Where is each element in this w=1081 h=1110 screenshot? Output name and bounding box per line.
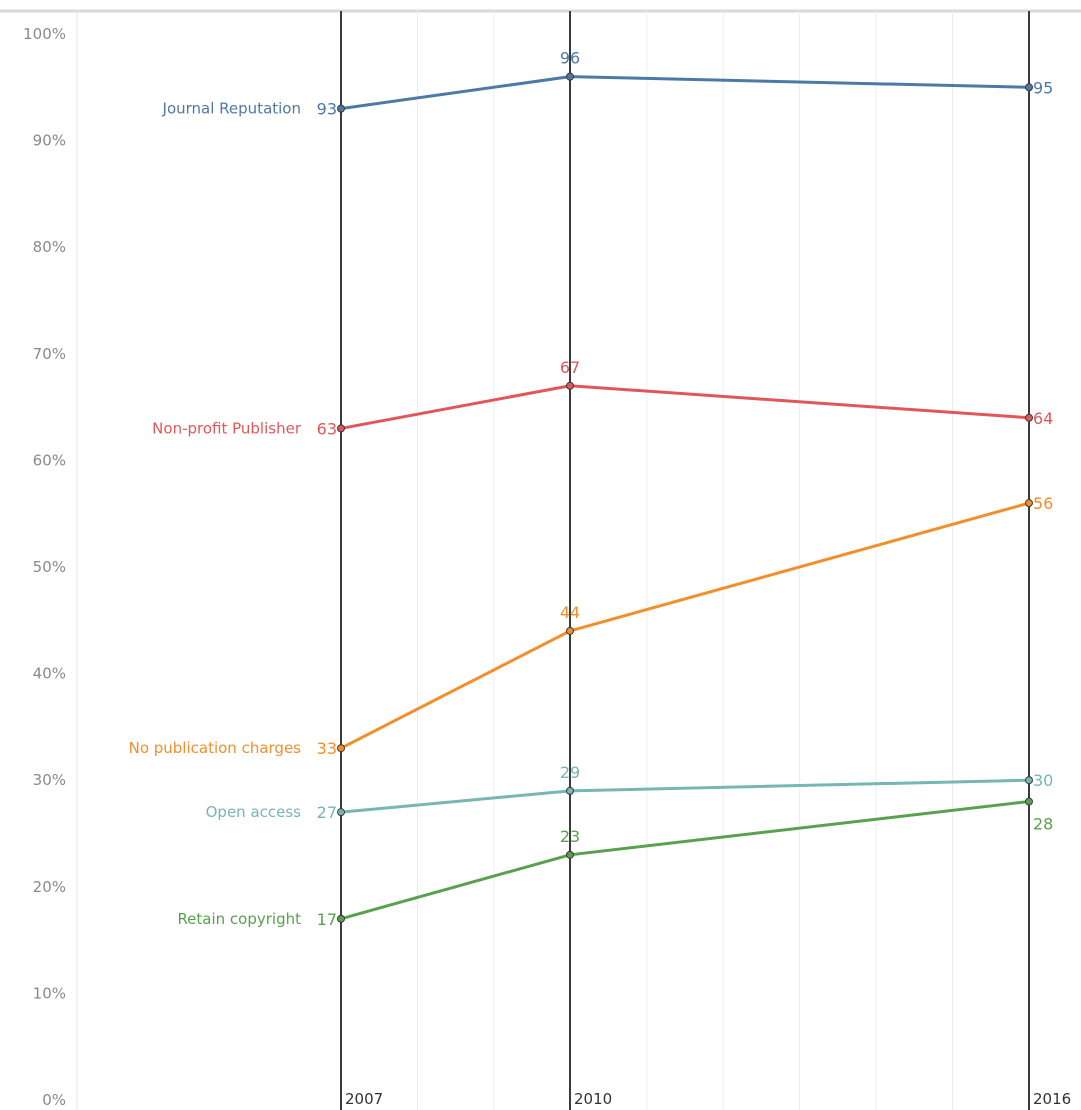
data-point-journal-reputation-2010 xyxy=(566,72,574,81)
data-point-retain-copyright-2010 xyxy=(566,850,574,859)
value-label-non-profit-publisher-2016: 64 xyxy=(1033,409,1053,428)
y-tick-label: 40% xyxy=(33,665,66,683)
series-name-label: No publication charges xyxy=(129,739,302,757)
value-label-retain-copyright-2016: 28 xyxy=(1033,815,1053,834)
series-name-label: Open access xyxy=(206,803,302,821)
value-label-no-publication-charges-2016: 56 xyxy=(1033,494,1053,513)
data-point-retain-copyright-2007 xyxy=(337,914,345,923)
series-retain-copyright: Retain copyright 17 23 28 xyxy=(177,797,1053,929)
data-point-non-profit-publisher-2016 xyxy=(1025,413,1033,422)
data-point-journal-reputation-2016 xyxy=(1025,83,1033,92)
series-open-access: Open access 27 29 30 xyxy=(206,763,1054,822)
data-point-non-profit-publisher-2010 xyxy=(566,381,574,390)
series-name-label: Non-profit Publisher xyxy=(152,419,302,437)
data-point-no-publication-charges-2007 xyxy=(337,744,345,753)
data-point-open-access-2007 xyxy=(337,808,345,817)
value-label-non-profit-publisher-2007: 63 xyxy=(317,419,337,438)
data-point-journal-reputation-2007 xyxy=(337,104,345,113)
y-tick-label: 10% xyxy=(33,984,66,1002)
data-point-no-publication-charges-2016 xyxy=(1025,499,1033,508)
value-label-open-access-2016: 30 xyxy=(1033,771,1053,790)
y-tick-label: 90% xyxy=(33,132,66,150)
series-no-publication-charges: No publication charges 33 44 56 xyxy=(129,494,1054,758)
y-tick-label: 60% xyxy=(33,451,66,469)
year-axes: 2007 2010 2016 xyxy=(340,11,1071,1110)
y-tick-label: 0% xyxy=(42,1091,66,1109)
data-point-non-profit-publisher-2007 xyxy=(337,424,345,433)
y-tick-label: 100% xyxy=(23,25,66,43)
data-point-no-publication-charges-2010 xyxy=(566,626,574,635)
y-tick-label: 70% xyxy=(33,345,66,363)
y-tick-label: 80% xyxy=(33,238,66,256)
series-layer: Journal Reputation 93 96 95 Non-profit Publi… xyxy=(129,49,1054,929)
year-label-2007: 2007 xyxy=(345,1090,383,1108)
year-label-2016: 2016 xyxy=(1033,1090,1071,1108)
value-label-journal-reputation-2016: 95 xyxy=(1033,78,1053,97)
series-name-label: Retain copyright xyxy=(177,910,301,928)
series-journal-reputation: Journal Reputation 93 96 95 xyxy=(162,49,1054,119)
value-label-no-publication-charges-2010: 44 xyxy=(560,603,580,622)
y-axis: 0% 10% 20% 30% 40% 50% 60% 70% 80% 90% 100% xyxy=(23,25,66,1109)
series-name-label: Journal Reputation xyxy=(162,100,301,118)
value-label-no-publication-charges-2007: 33 xyxy=(317,739,337,758)
data-point-open-access-2010 xyxy=(566,786,574,795)
year-label-2010: 2010 xyxy=(574,1090,612,1108)
value-label-journal-reputation-2007: 93 xyxy=(317,100,337,119)
vertical-gridlines xyxy=(416,11,954,1110)
y-tick-label: 50% xyxy=(33,558,66,576)
value-label-retain-copyright-2007: 17 xyxy=(317,910,337,929)
data-point-retain-copyright-2016 xyxy=(1025,797,1033,806)
data-point-open-access-2016 xyxy=(1025,776,1033,785)
value-label-open-access-2007: 27 xyxy=(317,803,337,822)
value-label-non-profit-publisher-2010: 67 xyxy=(560,358,580,377)
value-label-open-access-2010: 29 xyxy=(560,763,580,782)
y-tick-label: 20% xyxy=(33,878,66,896)
y-tick-label: 30% xyxy=(33,771,66,789)
series-non-profit-publisher: Non-profit Publisher 63 67 64 xyxy=(152,358,1053,439)
value-label-retain-copyright-2010: 23 xyxy=(560,827,580,846)
value-label-journal-reputation-2010: 96 xyxy=(560,49,580,68)
